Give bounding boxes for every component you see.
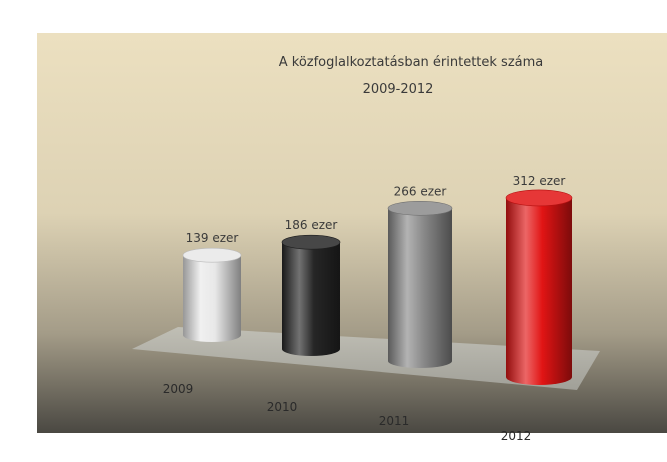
category-label-2009: 2009 [163, 382, 194, 396]
data-label-2012: 312 ezer [513, 174, 566, 188]
chart-subtitle: 2009-2012 [363, 82, 434, 97]
bars-group [182, 189, 573, 385]
bar-top-2009 [182, 247, 242, 263]
bar-top-2010 [281, 234, 341, 250]
bar-2012 [506, 197, 572, 385]
category-labels-group: 2009 2010 2011 2012 [163, 382, 532, 443]
data-label-2011: 266 ezer [394, 184, 447, 198]
category-label-2010: 2010 [267, 400, 298, 414]
category-label-2011: 2011 [379, 414, 410, 428]
data-label-2009: 139 ezer [186, 231, 239, 245]
bar-2011 [388, 208, 452, 368]
chart-title: A közfoglalkoztatásban érintettek száma [279, 55, 544, 70]
category-label-2012: 2012 [501, 429, 532, 443]
bar-top-2012 [505, 189, 573, 207]
data-labels-group: 139 ezer 186 ezer 266 ezer 312 ezer [186, 174, 566, 245]
floor-plane [132, 327, 600, 390]
data-label-2010: 186 ezer [285, 218, 338, 232]
bar-2010 [282, 242, 340, 356]
bar-2009 [183, 255, 241, 342]
bar-top-2011 [387, 201, 453, 216]
